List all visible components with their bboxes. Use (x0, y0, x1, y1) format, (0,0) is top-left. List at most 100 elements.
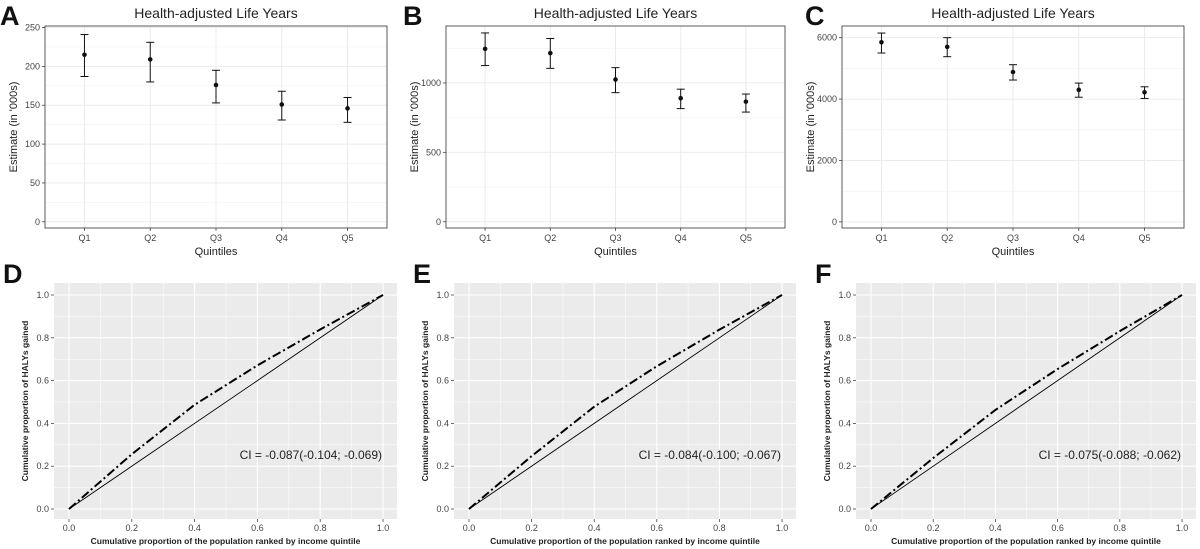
point-estimate (743, 99, 749, 104)
point-estimate (1010, 69, 1016, 75)
concentration-index-annotation: CI = -0.084(-0.100; -0.067) (639, 448, 781, 462)
x-tick-label: 0.6 (1051, 523, 1064, 533)
panel-title: Health-adjusted Life Years (534, 5, 697, 21)
y-tick-label: 0.4 (436, 418, 449, 428)
point-estimate (548, 50, 553, 56)
x-tick-label: 1.0 (1176, 523, 1189, 533)
point-estimate (1142, 90, 1147, 95)
x-tick-label: 0.8 (713, 523, 726, 533)
x-tick-label: Q2 (941, 233, 953, 243)
y-tick-label: 2000 (817, 155, 837, 165)
panel-letter: B (403, 1, 423, 31)
y-tick-label: 0.6 (838, 376, 851, 386)
equality-line (468, 294, 783, 510)
x-tick-label: Q5 (342, 233, 354, 243)
equality-line (870, 294, 1183, 510)
x-tick-label: 1.0 (776, 523, 789, 533)
concentration-curve (468, 294, 783, 510)
y-tick-label: 0.0 (838, 504, 851, 514)
panel-a: 0 50 100 150 200 250 Q1 Q2 Q3 Q4 Q5 Health-adjusted… (0, 1, 388, 258)
x-tick-label: 0.2 (126, 523, 139, 533)
x-tick-label: 0.4 (188, 523, 201, 533)
x-tick-label: Q2 (544, 233, 556, 243)
panel-title: Health-adjusted Life Years (134, 5, 297, 21)
plot-background (454, 283, 796, 519)
x-axis-label: Quintiles (594, 246, 637, 258)
x-tick-label: Q4 (1073, 233, 1085, 243)
y-axis-label: Estimate (in '000s) (805, 82, 817, 173)
x-tick-label: Q5 (1139, 233, 1151, 243)
y-tick-label: 0.2 (838, 461, 851, 471)
point-estimate (1076, 87, 1082, 93)
x-tick-label: 0.0 (463, 523, 476, 533)
panel-letter: A (0, 1, 20, 31)
point-estimate (944, 44, 950, 50)
x-tick-label: 0.4 (588, 523, 601, 533)
y-tick-label: 250 (25, 23, 40, 33)
y-tick-label: 6000 (817, 33, 837, 43)
point-estimate (482, 46, 488, 52)
x-tick-label: 0.0 (865, 523, 878, 533)
point-estimate (345, 106, 350, 111)
x-tick-label: 0.0 (63, 523, 76, 533)
panel-f: 0.0 0.2 0.4 0.6 0.8 1.0 0.0 0.2 0.4 0.6 0.8 1.0 CI =… (815, 259, 1196, 546)
y-tick-label: 1.0 (838, 290, 851, 300)
x-tick-label: Q1 (875, 233, 887, 243)
y-axis-label: Cumulative proportion of HALYs gained (822, 321, 832, 482)
y-tick-label: 1.0 (36, 290, 49, 300)
panel-title: Health-adjusted Life Years (931, 5, 1094, 21)
plot-frame (445, 25, 786, 229)
x-tick-label: 0.6 (251, 523, 264, 533)
y-tick-label: 0.2 (436, 461, 449, 471)
x-axis-label: Cumulative proportion of the population … (490, 536, 760, 546)
x-tick-label: Q5 (740, 233, 752, 243)
y-tick-label: 0 (35, 217, 40, 227)
y-tick-label: 0.4 (36, 418, 49, 428)
panel-letter: C (805, 1, 825, 31)
y-tick-label: 0.8 (436, 333, 449, 343)
x-tick-label: 1.0 (377, 523, 390, 533)
plot-frame (841, 25, 1185, 229)
x-tick-label: Q1 (78, 233, 90, 243)
y-axis-label: Estimate (in '000s) (409, 82, 421, 173)
x-tick-label: 0.2 (927, 523, 940, 533)
x-tick-label: 0.4 (989, 523, 1002, 533)
y-tick-label: 0.6 (36, 376, 49, 386)
panel-b: 0 500 1000 Q1 Q2 Q3 Q4 Q5 Health-adjusted Life Y… (403, 1, 786, 258)
y-axis-label: Cumulative proportion of HALYs gained (20, 321, 30, 482)
point-estimate (678, 95, 683, 101)
y-tick-label: 100 (25, 139, 40, 149)
panel-c: 0 2000 4000 6000 Q1 Q2 Q3 Q4 Q5 Health-adjusted L… (805, 1, 1185, 258)
y-tick-label: 0.0 (436, 504, 449, 514)
point-estimate (82, 52, 87, 58)
panel-e: 0.0 0.2 0.4 0.6 0.8 1.0 0.0 0.2 0.4 0.6 0.8 1.0 CI =… (413, 259, 796, 546)
plot-frame (44, 25, 388, 229)
y-tick-label: 150 (25, 100, 40, 110)
y-tick-label: 500 (426, 147, 441, 157)
x-axis-label: Quintiles (992, 246, 1035, 258)
y-tick-label: 0 (436, 217, 441, 227)
panel-d: 0.0 0.2 0.4 0.6 0.8 1.0 0.0 0.2 0.4 0.6 0.8 1.0 CI =… (3, 259, 397, 546)
x-tick-label: 0.2 (525, 523, 538, 533)
y-tick-label: 1000 (421, 78, 441, 88)
y-tick-label: 0.8 (838, 333, 851, 343)
panel-letter: D (3, 259, 23, 289)
concentration-curve (68, 294, 384, 510)
y-tick-label: 4000 (817, 94, 837, 104)
y-tick-label: 50 (30, 178, 40, 188)
point-estimate (279, 102, 285, 107)
concentration-curve (870, 294, 1183, 510)
panel-letter: F (815, 259, 832, 289)
x-tick-label: Q1 (479, 233, 491, 243)
x-tick-label: 0.8 (1114, 523, 1127, 533)
y-tick-label: 0.4 (838, 418, 851, 428)
y-tick-label: 0 (832, 217, 837, 227)
y-tick-label: 1.0 (436, 290, 449, 300)
x-tick-label: Q3 (1007, 233, 1019, 243)
x-tick-label: Q3 (210, 233, 222, 243)
x-tick-label: Q2 (144, 233, 156, 243)
y-axis-label: Cumulative proportion of HALYs gained (420, 321, 430, 482)
y-tick-label: 0.6 (436, 376, 449, 386)
y-tick-label: 200 (25, 61, 40, 71)
